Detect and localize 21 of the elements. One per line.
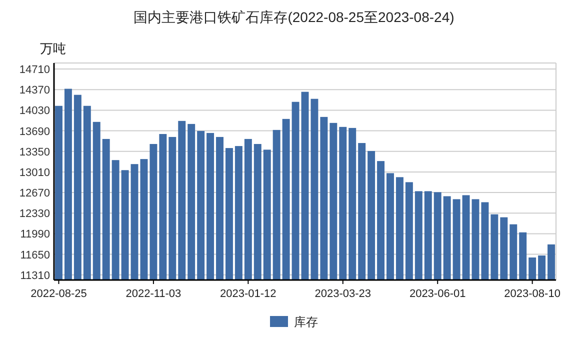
y-tick-label: 14370 (19, 84, 50, 97)
x-tick-label: 2022-11-03 (126, 288, 182, 300)
chart-title: 国内主要港口铁矿石库存(2022-08-25至2023-08-24) (134, 9, 454, 25)
y-tick-label: 13690 (19, 126, 50, 138)
y-tick-label: 11990 (20, 228, 50, 241)
x-tick-label: 2023-08-10 (504, 288, 560, 300)
y-axis-title: 万吨 (40, 41, 66, 56)
x-tick-label: 2023-03-23 (314, 288, 372, 300)
x-tick-label: 2022-08-25 (30, 288, 87, 300)
x-tick-label: 2023-01-12 (220, 288, 276, 300)
y-tick-label: 11650 (20, 249, 50, 262)
y-tick-label: 14710 (19, 64, 50, 76)
x-tick-label: 2023-06-01 (409, 288, 466, 300)
y-tick-label: 13350 (19, 146, 50, 158)
y-tick-label: 12670 (19, 188, 50, 200)
legend: 库存 (270, 315, 318, 329)
legend-label: 库存 (294, 315, 318, 329)
y-tick-label: 11310 (20, 270, 50, 282)
y-tick-label: 14030 (19, 105, 50, 118)
y-tick-label: 13010 (19, 166, 50, 179)
y-tick-label: 12330 (19, 208, 50, 220)
